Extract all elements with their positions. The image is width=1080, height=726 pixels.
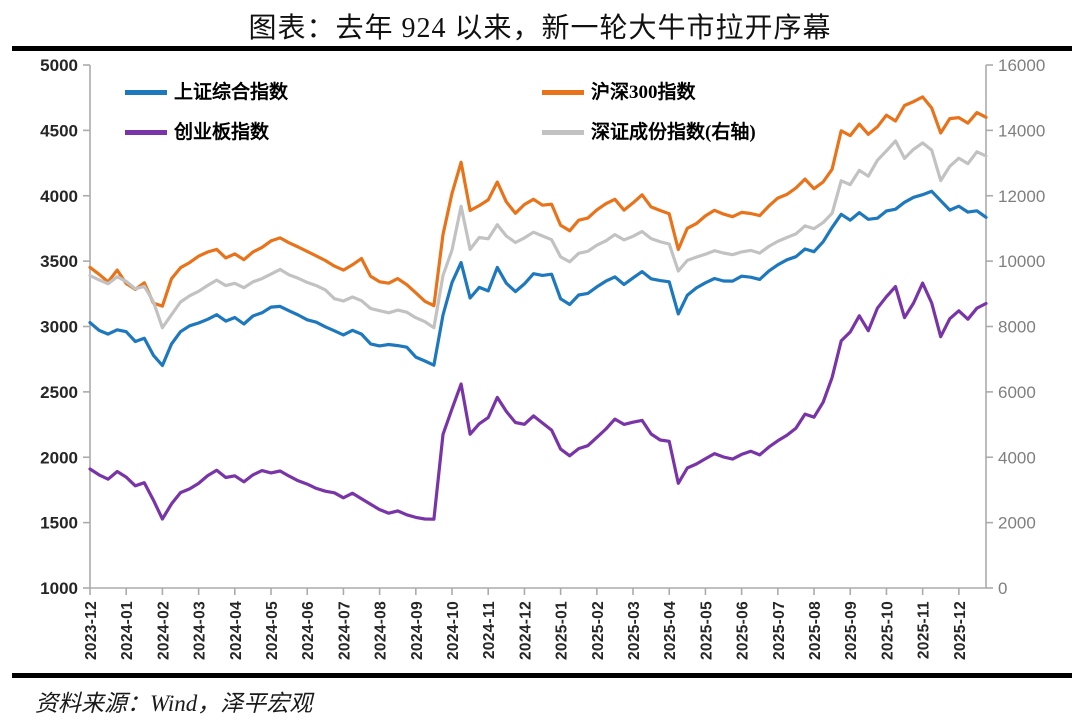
left-axis-tick-label: 2000: [40, 448, 78, 467]
right-axis-tick-label: 4000: [998, 448, 1036, 467]
right-axis-tick-label: 14000: [998, 121, 1045, 140]
left-axis-tick-label: 1500: [40, 514, 78, 533]
legend-item-csi300: 沪深300指数: [542, 82, 696, 102]
right-axis-tick-label: 2000: [998, 514, 1036, 533]
x-axis-tick-label: 2024-03: [192, 601, 209, 660]
x-axis-tick-label: 2024-07: [336, 601, 353, 660]
left-axis-tick-label: 4500: [40, 121, 78, 140]
x-axis-tick-label: 2025-03: [626, 601, 643, 660]
x-axis-tick-label: 2024-11: [481, 601, 498, 659]
x-axis-tick-label: 2025-05: [698, 601, 715, 660]
series-line-2: [88, 281, 988, 521]
left-axis-tick-label: 3000: [40, 318, 78, 337]
legend-label-csi300: 沪深300指数: [591, 81, 696, 103]
legend-swatch-szse-component: [542, 129, 584, 135]
footer-divider: [12, 673, 1072, 678]
title-divider: [12, 46, 1072, 51]
legend-label-chinext: 创业板指数: [174, 121, 270, 143]
legend-item-chinext: 创业板指数: [125, 122, 269, 142]
left-axis-tick-label: 5000: [40, 56, 78, 75]
legend-swatch-chinext: [125, 129, 167, 135]
left-axis-tick-label: 4000: [40, 187, 78, 206]
series-line-1: [88, 95, 988, 308]
x-axis-tick-label: 2024-04: [228, 601, 245, 660]
right-axis-tick-label: 12000: [998, 187, 1045, 206]
right-axis-tick-label: 6000: [998, 383, 1036, 402]
x-axis-tick-label: 2025-06: [735, 601, 752, 660]
x-axis-tick-label: 2024-01: [119, 601, 136, 660]
x-axis-tick-label: 2025-10: [879, 601, 896, 660]
x-axis-tick-label: 2024-02: [155, 601, 172, 660]
x-axis-tick-label: 2025-04: [662, 601, 679, 660]
legend-label-szse-component: 深证成份指数(右轴): [591, 121, 756, 143]
x-axis-tick-label: 2025-07: [771, 601, 788, 660]
left-axis: 5000 4500 4000 3500 3000 2500 2000 1500 1000: [40, 56, 90, 598]
source-note: 资料来源：Wind，泽平宏观: [35, 691, 313, 716]
x-axis-tick-label: 2025-01: [554, 601, 571, 660]
right-axis-tick-label: 0: [998, 579, 1007, 598]
x-axis-tick-label: 2024-06: [300, 601, 317, 660]
x-axis-tick-label: 2025-12: [952, 601, 969, 660]
x-axis-tick-label: 2023-12: [83, 601, 100, 660]
right-axis-tick-label: 8000: [998, 318, 1036, 337]
x-axis-tick-label: 2024-08: [373, 601, 390, 660]
legend-label-sse-composite: 上证综合指数: [174, 81, 289, 103]
chart-title: 图表：去年 924 以来，新一轮大牛市拉开序幕: [248, 13, 832, 44]
right-axis-tick-label: 16000: [998, 56, 1045, 75]
right-axis-tick-label: 10000: [998, 252, 1045, 271]
x-axis-tick-label: 2024-12: [517, 601, 534, 660]
right-axis: 16000 14000 12000 10000 8000 6000 4000 2000 0: [986, 56, 1045, 598]
x-axis-tick-label: 2025-11: [916, 601, 933, 659]
legend-item-szse-component: 深证成份指数(右轴): [542, 122, 756, 142]
left-axis-tick-label: 1000: [40, 579, 78, 598]
legend-swatch-sse-composite: [125, 89, 167, 95]
x-axis-tick-label: 2025-02: [590, 601, 607, 660]
legend-swatch-csi300: [542, 89, 584, 95]
legend-item-sse-composite: 上证综合指数: [125, 82, 288, 102]
x-axis-tick-label: 2024-09: [409, 601, 426, 660]
left-axis-tick-label: 2500: [40, 383, 78, 402]
x-axis-tick-label: 2024-05: [264, 601, 281, 660]
x-axis-tick-label: 2024-10: [445, 601, 462, 660]
series-line-0: [88, 189, 988, 368]
series-line-3: [88, 139, 988, 330]
x-axis-tick-label: 2025-09: [843, 601, 860, 660]
left-axis-tick-label: 3500: [40, 252, 78, 271]
x-axis-tick-label: 2025-08: [807, 601, 824, 660]
x-axis: 2023-12 2024-01 2024-02 2024-03 2024-04 2024-…: [83, 588, 969, 660]
